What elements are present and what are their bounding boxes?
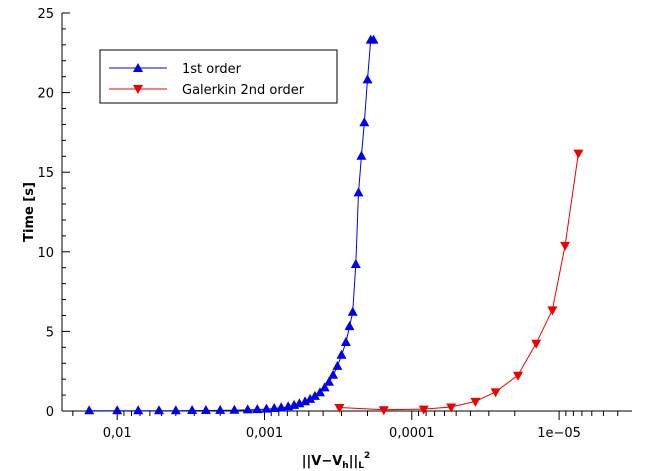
x-axis-title-sup: 2	[364, 451, 370, 461]
data-point	[347, 306, 358, 316]
y-axis-title: Time [s]	[22, 182, 37, 242]
data-point	[242, 404, 253, 414]
legend-marker-1st-order	[133, 63, 143, 72]
x-axis-title-tail: ||	[349, 454, 359, 469]
data-point	[344, 321, 355, 331]
data-point	[378, 406, 389, 416]
data-point	[470, 397, 481, 407]
data-point	[531, 339, 542, 349]
y-tick-label: 20	[37, 87, 54, 102]
data-point	[353, 187, 364, 197]
data-point	[324, 376, 334, 386]
data-point	[315, 387, 325, 397]
y-tick-label: 0	[46, 405, 54, 420]
series-layer	[84, 34, 584, 416]
y-axis: 0 5 10 15 20 25	[37, 7, 70, 420]
data-point	[200, 405, 211, 414]
data-point	[332, 360, 343, 370]
data-point	[300, 396, 311, 406]
x-axis-title-main: ||V−V	[302, 454, 343, 469]
data-point	[560, 241, 571, 251]
data-point	[340, 337, 351, 346]
data-point	[336, 349, 347, 359]
y-tick-label: 15	[37, 166, 54, 181]
data-point	[154, 405, 164, 415]
legend-marker-galerkin	[133, 85, 143, 94]
data-point	[350, 259, 361, 268]
data-point	[187, 405, 198, 414]
x-tick-label: 0,0001	[389, 426, 435, 441]
data-point	[547, 306, 558, 316]
x-tick-label: 0,01	[103, 426, 132, 441]
x-axis-title-sub: h	[342, 461, 348, 471]
legend-label-galerkin-2nd-order: Galerkin 2nd order	[182, 83, 305, 98]
data-point	[112, 405, 123, 415]
data-point	[84, 405, 95, 415]
data-point	[418, 405, 429, 415]
data-point	[309, 390, 320, 400]
data-point	[261, 403, 272, 413]
x-tick-label: 1e−05	[537, 426, 581, 441]
data-point	[368, 34, 379, 44]
data-point	[362, 74, 373, 84]
x-axis-title-sub2: L	[358, 461, 364, 471]
legend-box	[99, 49, 338, 104]
data-point	[573, 149, 584, 159]
x-axis: 0,01 0,001 0,0001 1e−05	[62, 410, 632, 441]
y-tick-label: 25	[37, 7, 54, 22]
series-galerkin-2nd-order	[334, 149, 584, 416]
data-point	[269, 403, 280, 412]
data-point	[229, 404, 240, 414]
legend-item-galerkin-2nd-order: Galerkin 2nd order	[109, 83, 305, 98]
legend-item-1st-order: 1st order	[109, 62, 242, 77]
data-point	[276, 402, 287, 412]
data-point	[513, 371, 523, 381]
data-point	[305, 393, 316, 403]
data-point	[359, 117, 370, 127]
data-point	[334, 404, 345, 413]
y-tick-label: 5	[46, 325, 54, 340]
data-point	[356, 150, 367, 160]
legend: 1st order Galerkin 2nd order	[99, 49, 338, 104]
series-1st-order	[84, 34, 379, 415]
legend-label-1st-order: 1st order	[182, 62, 242, 77]
x-tick-label: 0,001	[246, 426, 283, 441]
series-line	[339, 153, 579, 411]
x-axis-title: ||V−Vh||L2	[302, 451, 370, 471]
y-tick-label: 10	[37, 246, 54, 261]
data-point	[328, 369, 339, 379]
data-point	[252, 404, 263, 414]
data-point	[170, 405, 181, 415]
data-point	[133, 405, 144, 415]
data-point	[446, 403, 457, 413]
data-point	[490, 388, 501, 398]
data-point	[319, 382, 330, 392]
data-point	[215, 404, 226, 414]
